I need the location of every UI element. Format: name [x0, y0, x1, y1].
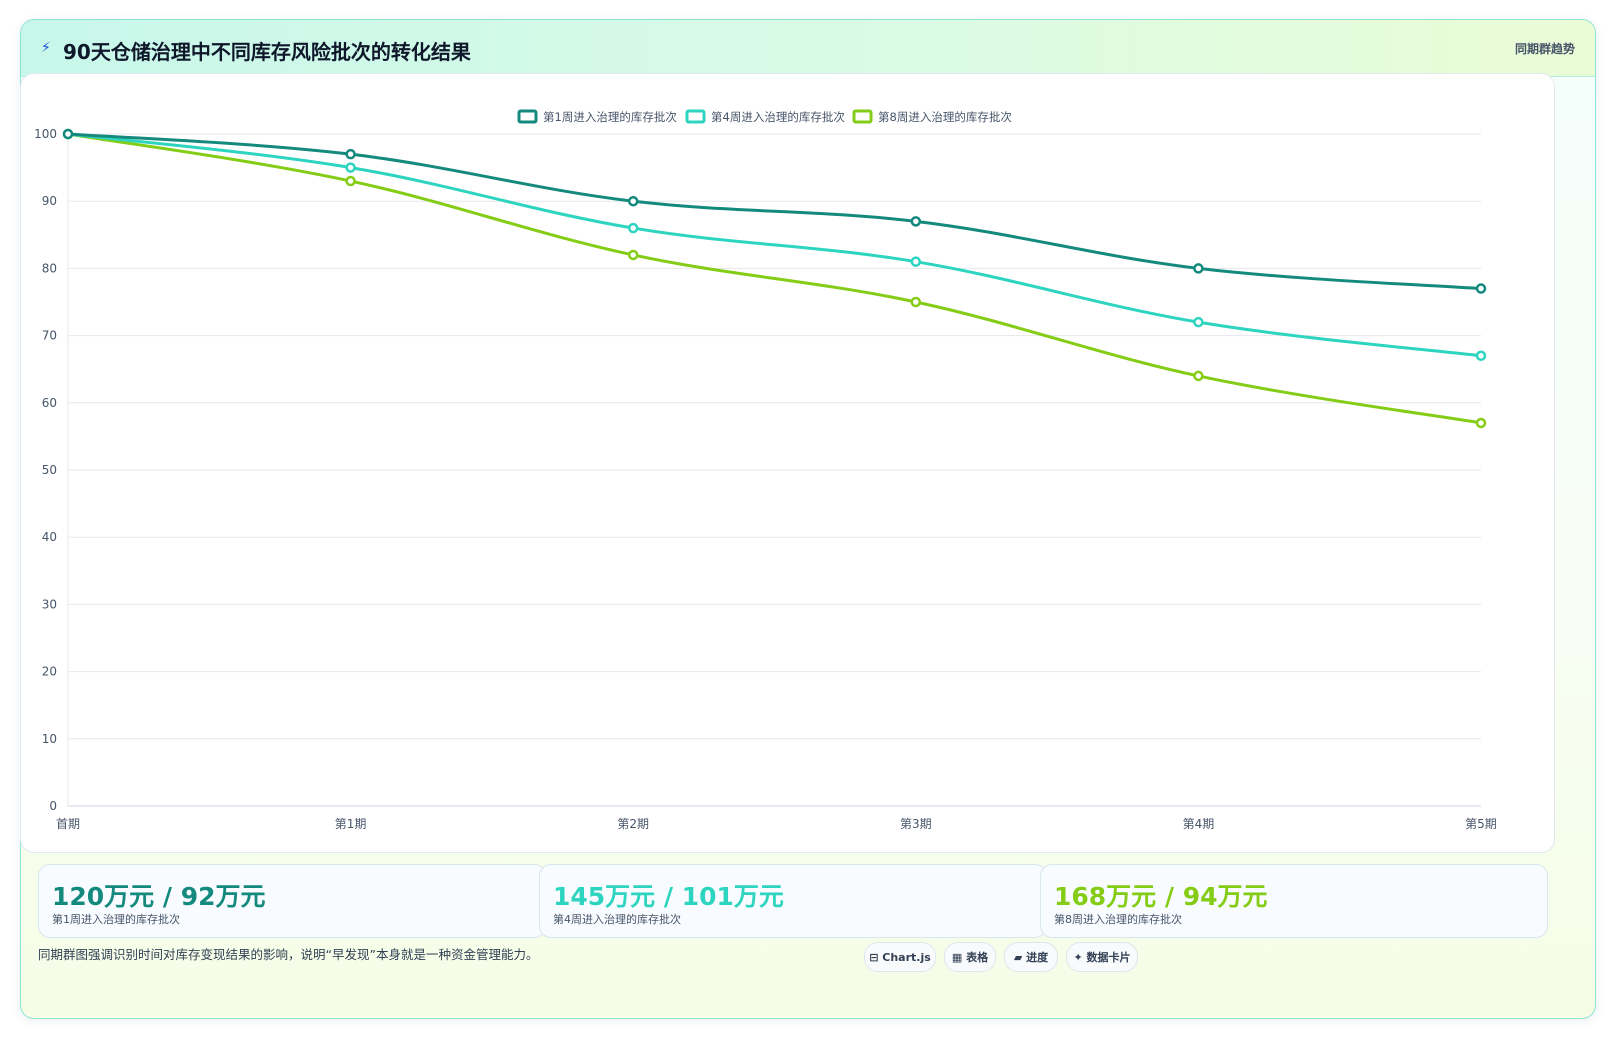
- legend-label: 第8周进入治理的库存批次: [878, 110, 1012, 124]
- data-point: [1193, 316, 1204, 328]
- series-line: [67, 132, 1482, 291]
- legend-swatch: [852, 109, 873, 124]
- series-line: [67, 132, 1482, 425]
- data-point: [627, 249, 639, 261]
- legend-swatch: [517, 109, 538, 124]
- y-tick-label: 80: [42, 261, 57, 275]
- kpi-value: 120万元 / 92万元: [52, 882, 266, 911]
- data-point: [345, 148, 356, 160]
- lightning-icon: ⚡: [41, 40, 51, 56]
- data-point: [1193, 263, 1204, 274]
- kpi-value: 168万元 / 94万元: [1054, 882, 1268, 911]
- footer-note: 同期群图强调识别时间对库存变现结果的影响，说明“早发现”本身就是一种资金管理能力…: [38, 947, 539, 962]
- kpi-card-week1: 120万元 / 92万元 第1周进入治理的库存批次: [38, 864, 546, 938]
- data-point: [910, 216, 922, 227]
- data-point: [910, 256, 922, 267]
- y-tick-label: 20: [42, 665, 57, 679]
- y-tick-label: 90: [42, 194, 57, 208]
- chip-data-card[interactable]: ✦ 数据卡片: [1066, 942, 1138, 972]
- data-point: [62, 128, 74, 140]
- legend-label: 第1周进入治理的库存批次: [543, 110, 677, 124]
- y-tick-label: 0: [49, 799, 57, 813]
- legend-label: 第4周进入治理的库存批次: [711, 110, 845, 124]
- y-tick-label: 40: [42, 530, 57, 544]
- x-tick-label: 第1期: [335, 817, 367, 831]
- kpi-card-week4: 145万元 / 101万元 第4周进入治理的库存批次: [539, 864, 1047, 938]
- x-tick-label: 第4期: [1183, 817, 1215, 831]
- data-point: [345, 162, 356, 173]
- kpi-label: 第4周进入治理的库存批次: [553, 913, 681, 926]
- data-point: [627, 222, 639, 234]
- data-point: [1475, 350, 1487, 362]
- x-tick-label: 第2期: [617, 817, 649, 831]
- chart-panel: 0 10 20 30 40 50 60 70 80 90 100 首期 第1期 第2期 第3期 第4期 第5期 第…: [20, 73, 1555, 853]
- data-point: [910, 296, 922, 308]
- chip-chartjs[interactable]: ⊟ Chart.js: [864, 942, 936, 972]
- y-tick-label: 50: [42, 463, 57, 477]
- kpi-card-week8: 168万元 / 94万元 第8周进入治理的库存批次: [1040, 864, 1548, 938]
- card-header: ⚡ 90天仓储治理中不同库存风险批次的转化结果 同期群趋势: [21, 20, 1595, 77]
- y-tick-label: 60: [42, 396, 57, 410]
- kpi-value: 145万元 / 101万元: [553, 882, 784, 911]
- y-tick-label: 30: [42, 597, 57, 611]
- chip-table[interactable]: ▦ 表格: [944, 942, 996, 972]
- kpi-label: 第1周进入治理的库存批次: [52, 913, 180, 926]
- kpi-label: 第8周进入治理的库存批次: [1054, 913, 1182, 926]
- data-point: [1475, 417, 1487, 429]
- data-point: [627, 195, 639, 207]
- data-point: [345, 175, 356, 187]
- data-point: [1475, 283, 1487, 294]
- x-tick-label: 第3期: [900, 817, 932, 831]
- y-tick-label: 10: [42, 732, 57, 746]
- line-chart: 0 10 20 30 40 50 60 70 80 90 100 首期 第1期 第2期 第3期 第4期 第5期 第…: [34, 109, 1497, 831]
- data-point: [1193, 370, 1204, 382]
- chart-type-tag: 同期群趋势: [1514, 42, 1575, 56]
- legend-swatch: [685, 109, 706, 124]
- y-tick-label: 100: [34, 127, 57, 141]
- x-tick-label: 首期: [56, 817, 80, 831]
- chip-progress[interactable]: ▰ 进度: [1004, 942, 1058, 972]
- x-tick-label: 第5期: [1465, 817, 1497, 831]
- card-title: 90天仓储治理中不同库存风险批次的转化结果: [63, 40, 471, 64]
- series-line: [67, 132, 1482, 358]
- y-tick-label: 70: [42, 329, 57, 343]
